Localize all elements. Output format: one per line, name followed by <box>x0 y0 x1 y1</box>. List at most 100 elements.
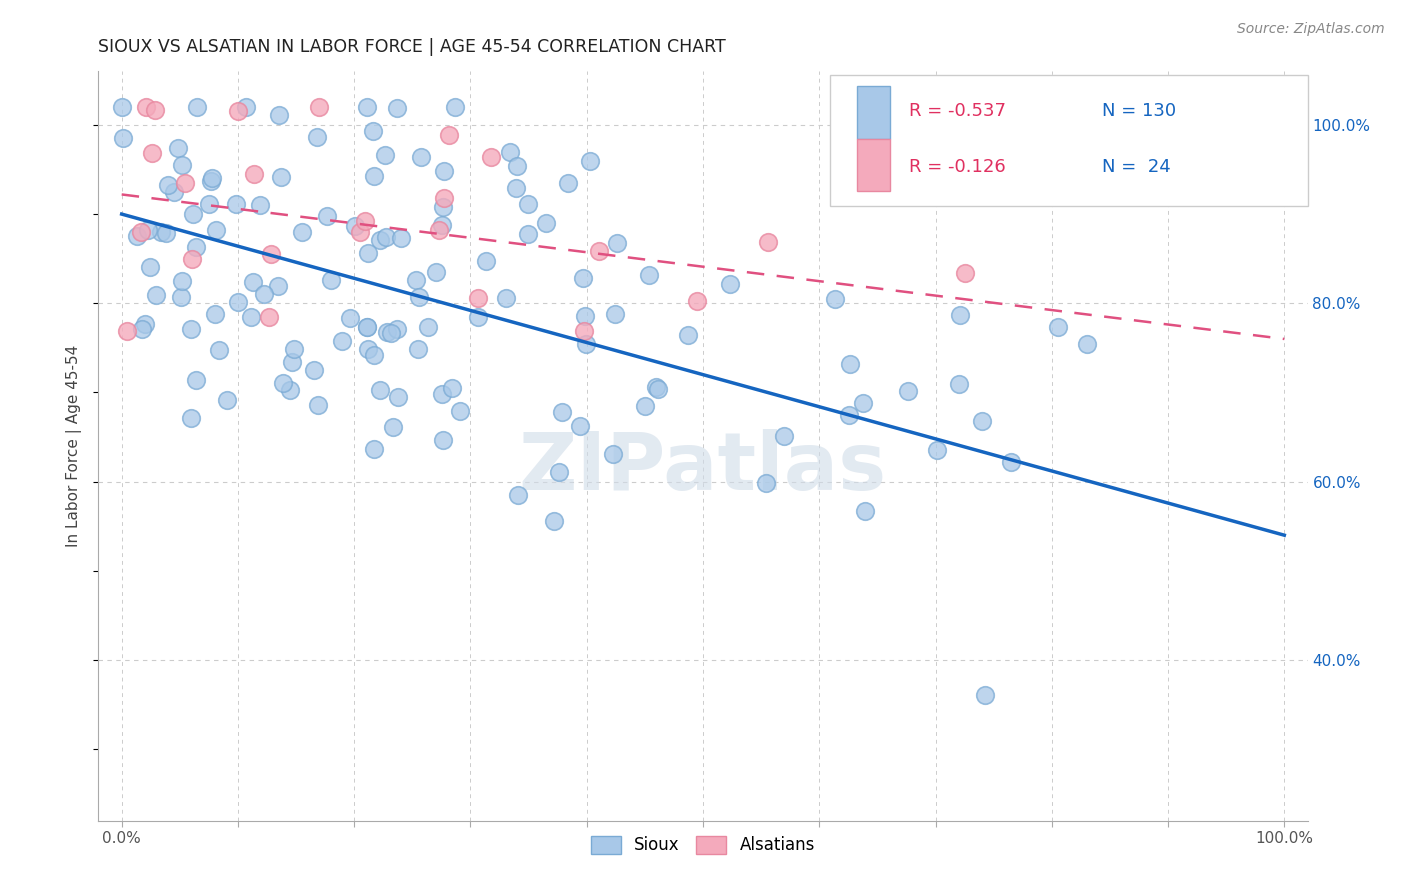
Point <box>516 227 538 242</box>
Point <box>138 222 160 236</box>
Point <box>339 311 361 326</box>
Point <box>427 222 450 236</box>
Point <box>155 226 177 240</box>
Point <box>111 100 134 114</box>
Point <box>406 342 429 356</box>
Point <box>467 291 489 305</box>
Point <box>135 100 157 114</box>
Point <box>141 146 163 161</box>
Point <box>551 405 574 419</box>
FancyBboxPatch shape <box>856 139 890 191</box>
Point <box>633 399 655 413</box>
Point <box>380 326 402 340</box>
Point <box>184 240 207 254</box>
Point <box>363 442 385 456</box>
Point <box>755 475 778 490</box>
Point <box>129 225 152 239</box>
Point <box>505 181 527 195</box>
Point <box>249 198 271 212</box>
Point <box>676 327 699 342</box>
Point <box>242 275 264 289</box>
Point <box>134 317 156 331</box>
Point <box>115 325 138 339</box>
Point <box>356 320 378 334</box>
Point <box>385 322 408 336</box>
Point <box>838 358 860 372</box>
Point <box>548 465 571 479</box>
Point <box>226 103 249 118</box>
Point <box>205 222 228 236</box>
Point <box>756 235 779 249</box>
Point <box>186 373 208 387</box>
Text: SIOUX VS ALSATIAN IN LABOR FORCE | AGE 45-54 CORRELATION CHART: SIOUX VS ALSATIAN IN LABOR FORCE | AGE 4… <box>98 38 725 56</box>
Point <box>432 433 454 447</box>
Text: ZIPatlas: ZIPatlas <box>519 429 887 508</box>
Point <box>356 320 378 334</box>
Point <box>824 292 846 306</box>
Point <box>970 414 993 428</box>
Point <box>200 171 222 186</box>
Point <box>368 233 391 247</box>
Point <box>363 348 385 362</box>
Point <box>517 196 540 211</box>
Point <box>368 383 391 397</box>
Point <box>357 246 380 260</box>
Point <box>167 141 190 155</box>
Point <box>180 410 202 425</box>
Point <box>588 244 610 258</box>
FancyBboxPatch shape <box>830 75 1308 206</box>
Point <box>955 266 977 280</box>
Point <box>444 100 467 114</box>
Point <box>321 272 343 286</box>
Point <box>278 383 301 397</box>
Point <box>718 277 741 292</box>
Point <box>150 226 173 240</box>
Point <box>499 145 522 160</box>
Point <box>353 213 375 227</box>
Point <box>270 170 292 185</box>
Point <box>686 294 709 309</box>
Point <box>315 210 337 224</box>
Point <box>418 319 440 334</box>
Point <box>170 274 193 288</box>
Point <box>409 150 432 164</box>
Point <box>180 252 202 267</box>
Point <box>267 108 290 122</box>
Point <box>534 216 557 230</box>
Text: N = 130: N = 130 <box>1102 102 1177 120</box>
Point <box>432 201 454 215</box>
Point <box>162 185 184 199</box>
Point <box>173 177 195 191</box>
Text: R = -0.537: R = -0.537 <box>908 102 1005 120</box>
Point <box>267 279 290 293</box>
Point <box>207 343 229 358</box>
Point <box>111 131 134 145</box>
Point <box>543 514 565 528</box>
Point <box>575 337 598 351</box>
Point <box>579 154 602 169</box>
Point <box>204 308 226 322</box>
Text: N =  24: N = 24 <box>1102 158 1171 177</box>
Point <box>475 254 498 268</box>
Point <box>506 488 529 502</box>
Point <box>291 225 314 239</box>
Point <box>479 150 502 164</box>
Point <box>1047 319 1070 334</box>
Point <box>180 322 202 336</box>
Legend: Sioux, Alsatians: Sioux, Alsatians <box>583 829 823 861</box>
Point <box>240 310 263 324</box>
Point <box>433 190 456 204</box>
Point <box>156 178 179 193</box>
Text: Source: ZipAtlas.com: Source: ZipAtlas.com <box>1237 22 1385 37</box>
Point <box>235 100 257 114</box>
Point <box>606 235 628 250</box>
Point <box>217 393 239 408</box>
Point <box>363 169 385 183</box>
FancyBboxPatch shape <box>856 87 890 139</box>
Point <box>375 326 398 340</box>
Point <box>425 265 447 279</box>
Point <box>432 387 454 401</box>
Point <box>131 322 153 336</box>
Point <box>644 380 666 394</box>
Point <box>925 442 948 457</box>
